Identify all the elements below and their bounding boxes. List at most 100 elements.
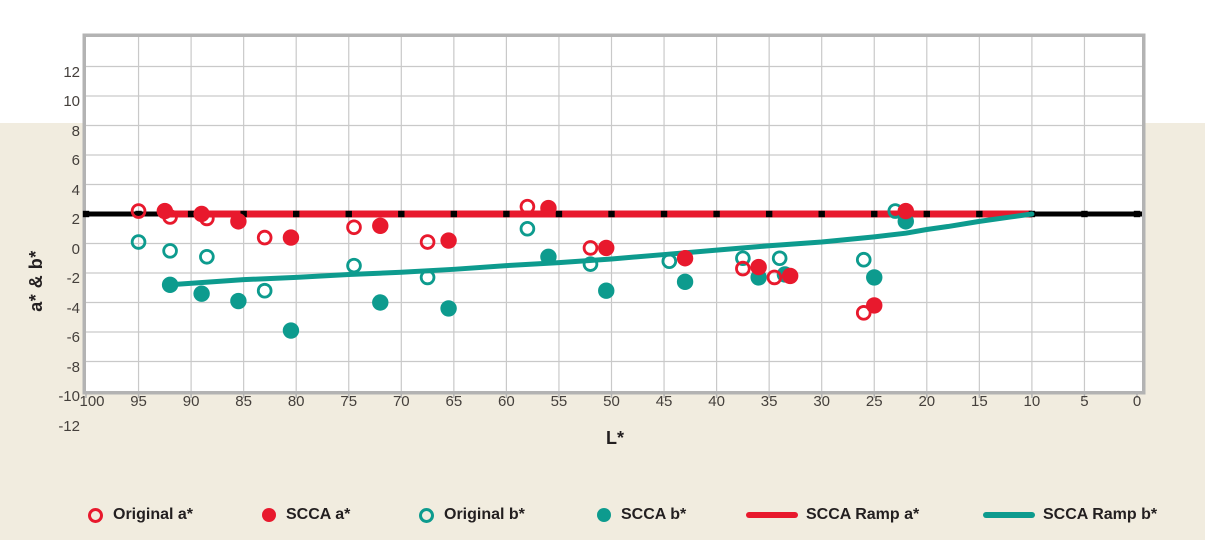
x-axis-title: L*	[606, 428, 624, 448]
x-tick-label: 75	[340, 393, 358, 410]
point-scca-b	[161, 276, 179, 293]
x-tick-label: 50	[603, 393, 620, 410]
x-tick-label: 40	[708, 393, 725, 410]
legend-item-scca-ramp-a: SCCA Ramp a*	[746, 504, 919, 526]
x-tick-label: 80	[287, 393, 305, 410]
aim-marker	[345, 210, 352, 218]
aim-marker	[293, 210, 300, 218]
y-tick-label: 6	[71, 152, 80, 169]
aim-marker	[503, 210, 510, 218]
point-scca-a	[598, 239, 615, 257]
x-tick-label: 85	[235, 393, 252, 410]
point-scca-a	[866, 297, 883, 314]
circle-filled-icon	[262, 508, 276, 522]
point-original-b	[661, 253, 678, 270]
y-tick-label: -2	[66, 270, 80, 287]
point-scca-b	[866, 269, 883, 286]
legend-label: SCCA b*	[621, 506, 687, 523]
legend-label: Original a*	[113, 506, 194, 523]
x-tick-label: 60	[498, 393, 515, 410]
aim-marker	[398, 210, 405, 218]
aim-marker	[555, 210, 563, 218]
aim-marker	[187, 210, 195, 218]
x-tick-label: 55	[550, 393, 568, 410]
point-scca-b	[282, 322, 300, 339]
point-scca-a	[440, 232, 457, 249]
aim-marker	[608, 210, 615, 218]
point-scca-a	[676, 250, 694, 267]
point-scca-a	[540, 199, 557, 217]
legend-item-original-a: Original a*	[88, 504, 193, 526]
point-scca-b	[440, 300, 457, 317]
aim-marker	[976, 210, 983, 218]
aim-marker	[1133, 210, 1141, 218]
point-scca-b	[193, 285, 210, 302]
point-original-a	[855, 305, 872, 321]
point-original-b	[346, 257, 362, 274]
line-icon	[746, 512, 798, 518]
x-tick-label: 5	[1080, 393, 1089, 410]
point-original-a	[419, 234, 436, 250]
y-tick-label: -10	[58, 388, 80, 405]
aim-marker	[240, 210, 247, 218]
aim-marker	[135, 210, 142, 218]
y-tick-label: -6	[66, 329, 80, 346]
x-tick-label: 15	[971, 393, 988, 410]
point-original-b	[771, 250, 788, 267]
aim-marker	[450, 210, 458, 218]
y-tick-label: -8	[66, 358, 80, 376]
point-scca-a	[750, 258, 767, 276]
y-tick-label: -4	[66, 299, 80, 317]
aim-marker	[713, 210, 720, 218]
point-original-b	[855, 251, 872, 268]
point-scca-a	[156, 202, 174, 220]
aim-marker	[871, 210, 878, 218]
legend-label: SCCA Ramp a*	[806, 506, 920, 523]
point-original-a	[130, 203, 147, 219]
y-tick-label: 4	[71, 181, 80, 199]
point-original-a	[735, 260, 751, 277]
point-scca-a	[897, 202, 914, 220]
aim-marker	[765, 210, 773, 218]
point-original-b	[582, 256, 599, 272]
x-tick-label: 0	[1132, 393, 1142, 410]
point-original-b	[256, 282, 273, 299]
aim-marker	[660, 210, 668, 218]
y-tick-label: 12	[63, 63, 80, 81]
point-original-a	[519, 198, 536, 215]
y-axis-title: a* & b*	[26, 250, 46, 312]
point-scca-a	[193, 205, 210, 223]
y-tick-label: 0	[71, 240, 80, 258]
point-scca-a	[230, 213, 247, 230]
point-scca-a	[781, 267, 799, 285]
aim-marker	[1081, 210, 1088, 218]
legend-item-original-b: Original b*	[419, 504, 525, 526]
x-tick-label: 95	[130, 393, 147, 410]
point-original-a	[256, 229, 273, 246]
point-scca-a	[372, 217, 389, 234]
point-scca-b	[230, 292, 247, 310]
y-tick-label: 8	[71, 122, 80, 140]
x-tick-label: 20	[918, 393, 936, 410]
aim-marker	[923, 210, 930, 218]
point-scca-b	[598, 282, 615, 299]
point-original-b	[199, 248, 215, 265]
y-tick-label: 2	[71, 211, 80, 228]
aim-marker	[82, 210, 90, 218]
legend-item-scca-a: SCCA a*	[262, 504, 350, 526]
x-tick-label: 90	[182, 393, 200, 410]
x-tick-label: 30	[813, 393, 831, 410]
circle-open-icon	[88, 507, 103, 523]
y-tick-label: -12	[58, 417, 80, 435]
x-tick-label: 45	[655, 393, 673, 410]
point-scca-b	[372, 294, 389, 311]
point-original-a	[582, 240, 599, 256]
line-icon	[983, 512, 1035, 518]
x-tick-label: 10	[1023, 393, 1041, 410]
legend-item-scca-b: SCCA b*	[597, 504, 686, 526]
circle-open-icon	[419, 507, 434, 523]
x-tick-label: 25	[865, 393, 883, 410]
point-original-b	[419, 269, 436, 286]
legend-label: SCCA a*	[286, 506, 351, 523]
